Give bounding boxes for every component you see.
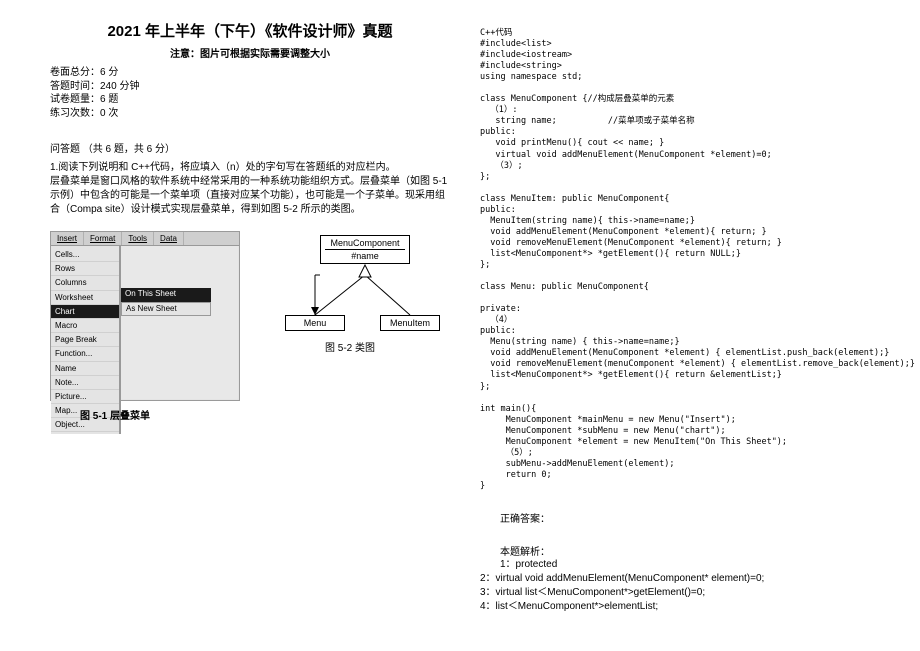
analysis-4: 4：list＜MenuComponent*>elementList; xyxy=(480,600,890,614)
menu-item: Page Break xyxy=(51,333,119,347)
menu-item: Worksheet xyxy=(51,291,119,305)
code-block: C++代码 #include<list> #include<iostream> … xyxy=(480,28,890,492)
menubar-item: Insert xyxy=(51,232,84,245)
figure-area: Insert Format Tools Data Cells... Rows C… xyxy=(50,231,450,431)
menubar-item: Tools xyxy=(122,232,154,245)
meta-practice: 练习次数：0 次 xyxy=(50,107,450,121)
meta-count: 试卷题量：6 题 xyxy=(50,93,450,107)
analysis-3: 3：virtual list＜MenuComponent*>getElement… xyxy=(480,586,890,600)
menu-item: Macro xyxy=(51,319,119,333)
analysis-2: 2：virtual void addMenuElement(MenuCompon… xyxy=(480,572,890,586)
submenu-item: As New Sheet xyxy=(121,302,211,316)
meta-total: 卷面总分：6 分 xyxy=(50,66,450,80)
analysis-1: 1：protected xyxy=(500,558,890,572)
menu-item: Picture... xyxy=(51,390,119,404)
figure-5-2-caption: 图 5-2 类图 xyxy=(325,339,375,354)
doc-subtitle: 注意：图片可根据实际需要调整大小 xyxy=(50,45,450,60)
menu-item: Rows xyxy=(51,262,119,276)
menu-item: Name xyxy=(51,362,119,376)
uml-class-name: MenuComponent xyxy=(325,238,405,250)
menu-item: Note... xyxy=(51,376,119,390)
question-p1: 1.阅读下列说明和 C++代码，将应填入（n）处的字句写在答题纸的对应栏内。 xyxy=(50,161,450,175)
analysis-label: 本题解析： xyxy=(500,543,890,558)
question-header: 问答题 （共 6 题，共 6 分） xyxy=(50,140,450,155)
menu-item: Columns xyxy=(51,276,119,290)
doc-title: 2021 年上半年（下午）《软件设计师》真题 xyxy=(50,20,450,41)
uml-class-menuitem: MenuItem xyxy=(380,315,440,331)
question-p2: 层叠菜单是窗口风格的软件系统中经常采用的一种系统功能组织方式。层叠菜单（如图 5… xyxy=(50,175,450,217)
menu-item-highlight: Chart xyxy=(51,305,119,319)
menubar-item: Format xyxy=(84,232,122,245)
menubar-item: Data xyxy=(154,232,184,245)
figure-5-1-caption: 图 5-1 层叠菜单 xyxy=(80,407,150,422)
menu-item: Cells... xyxy=(51,248,119,262)
uml-class-menu: Menu xyxy=(285,315,345,331)
menubar: Insert Format Tools Data xyxy=(51,232,239,246)
figure-5-1: Insert Format Tools Data Cells... Rows C… xyxy=(50,231,240,401)
uml-class-attr: #name xyxy=(325,250,405,261)
answer-label: 正确答案： xyxy=(500,510,890,525)
figure-5-2: MenuComponent #name Menu MenuItem xyxy=(260,235,460,385)
meta-block: 卷面总分：6 分 答题时间：240 分钟 试卷题量：6 题 练习次数：0 次 xyxy=(50,66,450,120)
menu-item: Function... xyxy=(51,347,119,361)
uml-class-menucomponent: MenuComponent #name xyxy=(320,235,410,264)
submenu-item: On This Sheet xyxy=(121,288,211,302)
meta-time: 答题时间：240 分钟 xyxy=(50,80,450,94)
